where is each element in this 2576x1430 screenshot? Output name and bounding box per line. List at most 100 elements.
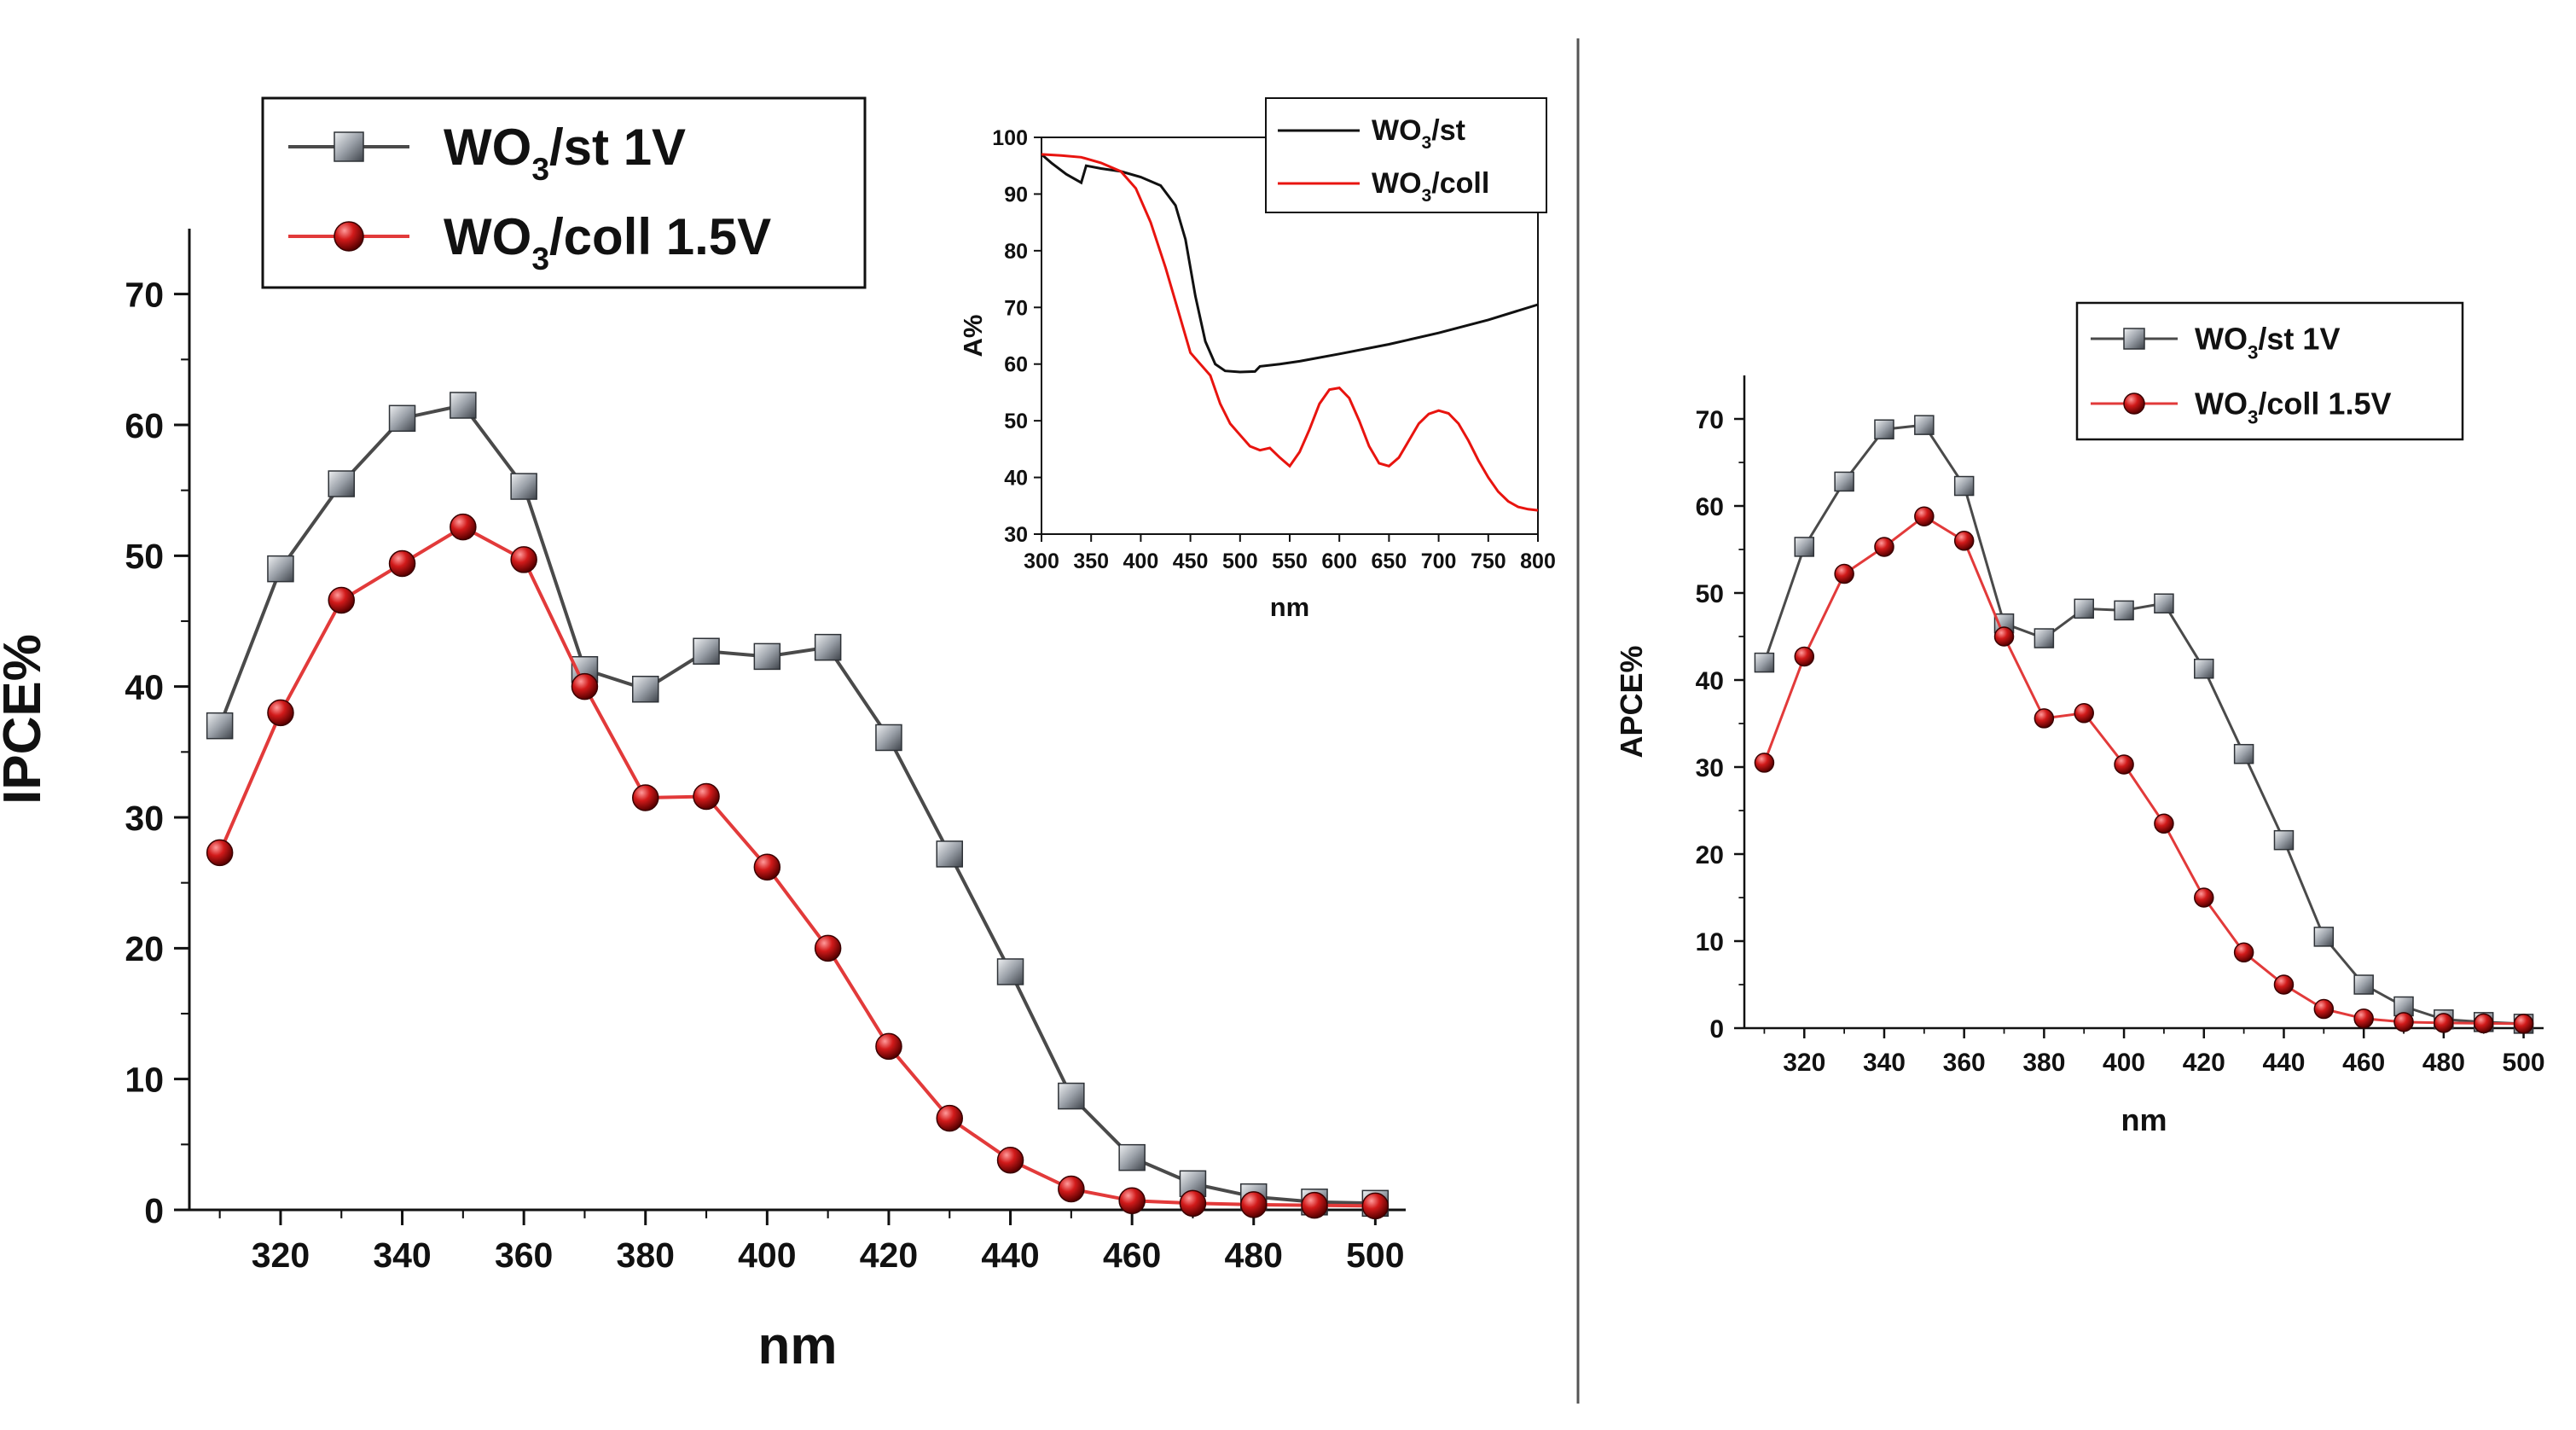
data-point — [206, 712, 234, 740]
data-point — [2154, 593, 2174, 613]
data-point — [2194, 658, 2214, 679]
data-point — [875, 1032, 902, 1061]
ipce-chart: 0 10 20 30 40 50 60 70 320 340 360 380 400 420 440 460 4… — [0, 96, 1406, 1375]
data-point — [1834, 563, 1854, 584]
data-point — [450, 392, 477, 419]
legend-box — [2075, 301, 2464, 441]
y-tick-label: 70 — [1696, 406, 1724, 434]
data-point — [1118, 1187, 1146, 1215]
y-tick-label: 100 — [992, 126, 1028, 150]
x-tick-label: 750 — [1471, 549, 1506, 573]
data-point — [2393, 1012, 2414, 1032]
data-point — [1361, 1192, 1390, 1220]
x-axis-label: nm — [2121, 1102, 2167, 1137]
y-axis-label: IPCE% — [0, 634, 52, 805]
data-point — [936, 1104, 963, 1132]
data-point — [1953, 475, 1975, 497]
data-point — [1794, 537, 1815, 557]
legend-label: WO3/st 1V — [444, 119, 686, 187]
data-point — [1301, 1191, 1328, 1219]
y-tick-label: 60 — [125, 406, 164, 445]
data-point — [632, 784, 659, 811]
y-axis-label: A% — [958, 315, 988, 358]
x-tick-label: 450 — [1173, 549, 1209, 573]
data-point — [2473, 1013, 2494, 1034]
data-point — [267, 699, 294, 727]
data-point — [2114, 600, 2134, 621]
data-point — [328, 470, 355, 497]
x-tick-label: 480 — [1225, 1235, 1283, 1275]
legend-box — [1265, 97, 1547, 213]
series-line — [1041, 153, 1539, 512]
x-tick-label: 650 — [1372, 549, 1407, 573]
data-point — [2154, 813, 2174, 834]
x-tick-label: 800 — [1520, 549, 1556, 573]
data-point — [1179, 1189, 1207, 1218]
legend-marker — [334, 221, 364, 252]
y-tick-label: 90 — [1004, 183, 1028, 206]
y-axis-label: APCE% — [1614, 645, 1649, 758]
x-tick-label: 320 — [1783, 1049, 1825, 1077]
series-line — [218, 403, 1376, 1206]
data-point — [1914, 506, 1935, 526]
data-point — [1834, 471, 1854, 492]
data-point — [936, 840, 963, 868]
data-point — [1914, 415, 1935, 435]
x-tick-label: 400 — [738, 1235, 796, 1275]
absorbance-inset-chart: 30 40 50 60 70 80 90 100 300 350 400 450 500 550 600 65… — [958, 97, 1556, 622]
data-point — [2273, 974, 2295, 995]
data-point — [1794, 646, 1815, 667]
data-point — [510, 473, 537, 500]
data-point — [267, 555, 294, 583]
series-line — [1041, 153, 1539, 374]
x-tick-label: 460 — [2342, 1049, 2385, 1077]
data-point — [875, 724, 902, 752]
data-point — [996, 958, 1024, 985]
data-point — [2233, 942, 2254, 963]
x-tick-label: 380 — [2022, 1049, 2065, 1077]
legend-label: WO3/st 1V — [2195, 322, 2340, 363]
data-point — [2074, 598, 2094, 619]
x-tick-label: 460 — [1103, 1235, 1161, 1275]
data-point — [814, 934, 842, 962]
data-point — [328, 586, 355, 614]
data-point — [388, 404, 416, 433]
x-tick-label: 700 — [1421, 549, 1457, 573]
data-point — [753, 642, 781, 671]
x-tick-label: 500 — [2503, 1049, 2545, 1077]
data-point — [1874, 419, 1894, 439]
x-tick-label: 400 — [2103, 1049, 2145, 1077]
y-tick-label: 70 — [125, 275, 164, 314]
series-line — [1762, 423, 2524, 1026]
data-point — [2353, 974, 2374, 995]
y-tick-label: 40 — [1004, 467, 1028, 491]
data-point — [2273, 829, 2295, 851]
data-point — [693, 782, 720, 811]
data-point — [571, 672, 599, 700]
x-tick-label: 340 — [373, 1235, 431, 1275]
legend-label: WO3/coll 1.5V — [444, 208, 771, 276]
data-point — [2034, 628, 2055, 648]
y-tick-label: 30 — [125, 799, 164, 838]
y-tick-label: 80 — [1004, 240, 1028, 264]
x-tick-label: 440 — [981, 1235, 1039, 1275]
data-point — [996, 1146, 1024, 1174]
data-point — [450, 513, 477, 541]
data-point — [206, 839, 234, 867]
data-point — [510, 546, 537, 573]
x-axis-label: nm — [1270, 592, 1310, 622]
data-point — [2313, 998, 2335, 1020]
data-point — [1953, 531, 1975, 551]
legend-label: WO3/coll — [1372, 167, 1489, 206]
data-point — [2034, 708, 2055, 729]
data-point — [814, 633, 842, 661]
series-line — [218, 525, 1376, 1208]
data-point — [1993, 626, 2015, 647]
y-tick-label: 20 — [1696, 841, 1724, 869]
x-tick-label: 420 — [2183, 1049, 2225, 1077]
apce-chart: 0 10 20 30 40 50 60 70 320 340 360 380 400 420 440 460 4… — [1614, 301, 2545, 1137]
x-tick-label: 420 — [860, 1235, 918, 1275]
x-tick-label: 500 — [1222, 549, 1258, 573]
y-tick-label: 10 — [125, 1060, 164, 1099]
